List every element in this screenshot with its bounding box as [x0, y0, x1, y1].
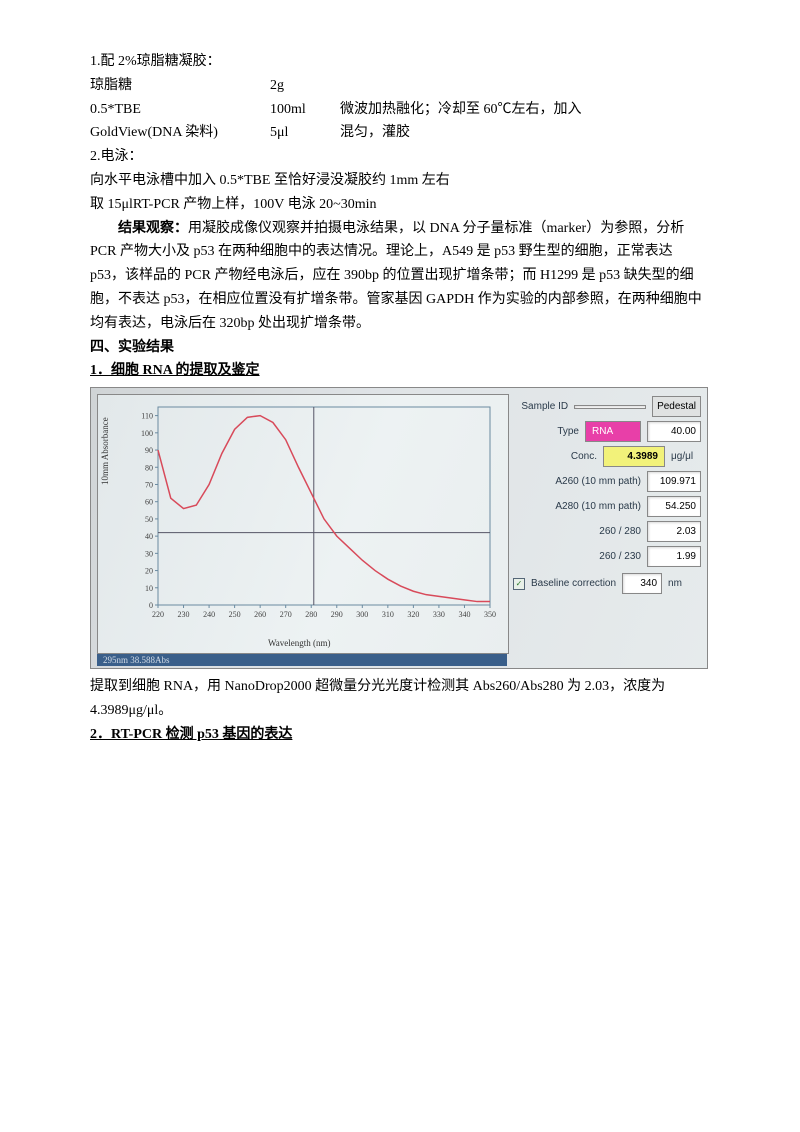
type-const-field: 40.00 [647, 421, 701, 442]
svg-text:100: 100 [141, 429, 153, 438]
spectrum-svg: 0 10 20 30 40 50 60 70 80 90 100 110 220 230 240 250 260… [134, 403, 496, 625]
line-electro-2: 取 15μlRT-PCR 产物上样，100V 电泳 20~30min [90, 193, 710, 217]
row-a260: A260 (10 mm path) 109.971 [513, 471, 701, 492]
section-4-title: 四、实验结果 [90, 336, 710, 360]
svg-text:40: 40 [145, 532, 153, 541]
svg-text:60: 60 [145, 498, 153, 507]
baseline-checkbox[interactable]: ✓ [513, 578, 525, 590]
row-a280: A280 (10 mm path) 54.250 [513, 496, 701, 517]
recipe-row-agarose: 琼脂糖 2g [90, 74, 710, 98]
conc-value: 4.3989 [603, 446, 665, 467]
type-dropdown[interactable]: RNA [585, 421, 641, 442]
recipe-name: GoldView(DNA 染料) [90, 121, 270, 145]
svg-text:330: 330 [433, 610, 445, 619]
svg-text:250: 250 [229, 610, 241, 619]
recipe-note: 混匀，灌胶 [340, 121, 710, 145]
r260-280-value: 2.03 [647, 521, 701, 542]
conc-label: Conc. [571, 448, 597, 465]
sample-id-label: Sample ID [521, 398, 568, 415]
svg-text:20: 20 [145, 567, 153, 576]
svg-text:320: 320 [407, 610, 419, 619]
svg-text:70: 70 [145, 481, 153, 490]
recipe-row-goldview: GoldView(DNA 染料) 5μl 混匀，灌胶 [90, 121, 710, 145]
result-observe-title: 结果观察： [118, 221, 188, 236]
nanodrop-figure: 0 10 20 30 40 50 60 70 80 90 100 110 220 230 240 250 260… [90, 387, 708, 669]
side-panel: Sample ID Pedestal Type RNA 40.00 Conc. … [513, 396, 701, 598]
line-electro-title: 2.电泳： [90, 145, 710, 169]
row-conc: Conc. 4.3989 μg/μl [513, 446, 701, 467]
recipe-name: 0.5*TBE [90, 98, 270, 122]
svg-text:310: 310 [382, 610, 394, 619]
x-axis-label: Wavelength (nm) [268, 636, 331, 651]
recipe-amount: 5μl [270, 121, 340, 145]
conc-unit: μg/μl [671, 448, 701, 465]
row-type: Type RNA 40.00 [513, 421, 701, 442]
svg-text:240: 240 [203, 610, 215, 619]
svg-text:270: 270 [280, 610, 292, 619]
recipe-name: 琼脂糖 [90, 74, 270, 98]
row-baseline: ✓ Baseline correction 340 nm [513, 573, 701, 594]
svg-text:340: 340 [458, 610, 470, 619]
recipe-amount: 2g [270, 74, 340, 98]
r260-280-label: 260 / 280 [599, 523, 641, 540]
svg-text:230: 230 [178, 610, 190, 619]
svg-text:300: 300 [356, 610, 368, 619]
recipe-amount: 100ml [270, 98, 340, 122]
svg-text:260: 260 [254, 610, 266, 619]
section-4-1-title: 1．细胞 RNA 的提取及鉴定 [90, 359, 710, 383]
a280-label: A280 (10 mm path) [555, 498, 641, 515]
row-260-230: 260 / 230 1.99 [513, 546, 701, 567]
svg-text:280: 280 [305, 610, 317, 619]
result-observe-body: 用凝胶成像仪观察并拍摄电泳结果，以 DNA 分子量标准（marker）为参照，分… [90, 221, 702, 331]
recipe-note: 微波加热融化；冷却至 60℃左右，加入 [340, 98, 710, 122]
svg-text:0: 0 [149, 601, 153, 610]
recipe-row-tbe: 0.5*TBE 100ml 微波加热融化；冷却至 60℃左右，加入 [90, 98, 710, 122]
y-axis-label: 10mm Absorbance [98, 417, 113, 485]
a260-value: 109.971 [647, 471, 701, 492]
svg-text:90: 90 [145, 446, 153, 455]
a280-value: 54.250 [647, 496, 701, 517]
r260-230-label: 260 / 230 [599, 548, 641, 565]
row-260-280: 260 / 280 2.03 [513, 521, 701, 542]
r260-230-value: 1.99 [647, 546, 701, 567]
svg-text:350: 350 [484, 610, 496, 619]
a260-label: A260 (10 mm path) [555, 473, 641, 490]
baseline-unit: nm [668, 575, 698, 592]
sample-id-input[interactable] [574, 405, 646, 409]
section-4-2-title: 2．RT-PCR 检测 p53 基因的表达 [90, 723, 710, 747]
line-gel-title: 1.配 2%琼脂糖凝胶： [90, 50, 710, 74]
chart-area: 0 10 20 30 40 50 60 70 80 90 100 110 220 230 240 250 260… [97, 394, 509, 654]
row-sample-id: Sample ID Pedestal [513, 396, 701, 417]
page: 1.配 2%琼脂糖凝胶： 琼脂糖 2g 0.5*TBE 100ml 微波加热融化… [0, 0, 800, 947]
status-bar: 295nm 38.588Abs [97, 654, 507, 666]
pedestal-label: Pedestal [652, 396, 701, 417]
svg-text:10: 10 [145, 584, 153, 593]
svg-text:80: 80 [145, 463, 153, 472]
baseline-label: Baseline correction [531, 575, 616, 592]
svg-text:110: 110 [141, 412, 153, 421]
result-observe-paragraph: 结果观察：用凝胶成像仪观察并拍摄电泳结果，以 DNA 分子量标准（marker）… [90, 217, 710, 336]
baseline-value[interactable]: 340 [622, 573, 662, 594]
svg-text:220: 220 [152, 610, 164, 619]
svg-text:290: 290 [331, 610, 343, 619]
spectrum-plot: 0 10 20 30 40 50 60 70 80 90 100 110 220 230 240 250 260… [134, 403, 496, 625]
type-label: Type [557, 423, 579, 440]
svg-text:50: 50 [145, 515, 153, 524]
figure-caption: 提取到细胞 RNA，用 NanoDrop2000 超微量分光光度计检测其 Abs… [90, 675, 710, 723]
line-electro-1: 向水平电泳槽中加入 0.5*TBE 至恰好浸没凝胶约 1mm 左右 [90, 169, 710, 193]
svg-text:30: 30 [145, 550, 153, 559]
